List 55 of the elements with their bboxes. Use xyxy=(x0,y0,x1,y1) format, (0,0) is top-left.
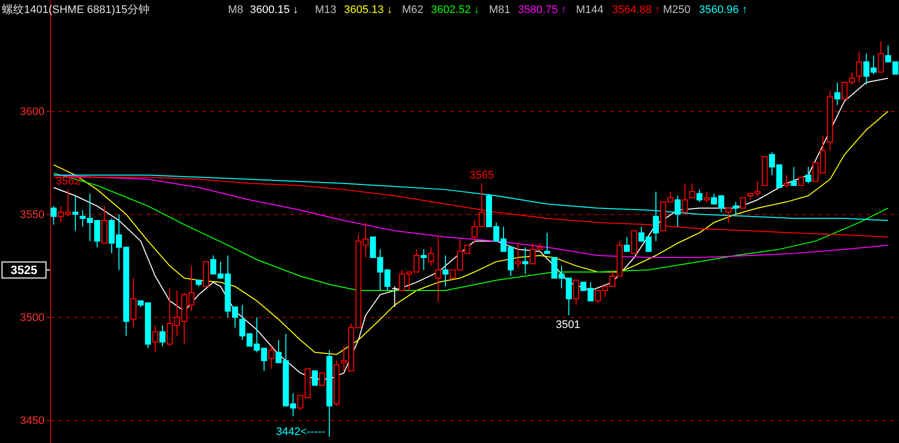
candlestick xyxy=(790,166,797,186)
annotation: 3442<----- xyxy=(276,426,326,438)
y-tick-label: 3450 xyxy=(20,414,44,427)
candlestick xyxy=(319,372,326,386)
text: 3525 xyxy=(10,263,38,277)
candlestick xyxy=(515,242,522,268)
annotation: M13 xyxy=(315,4,336,16)
annotation: 3605.13 ↓ xyxy=(344,4,392,16)
candlestick xyxy=(522,246,528,275)
candlestick xyxy=(784,174,790,188)
candlestick xyxy=(805,166,812,184)
candlestick xyxy=(152,325,158,353)
candlestick xyxy=(573,280,580,306)
candlestick xyxy=(834,82,840,106)
y-tick-label: 3500 xyxy=(20,312,44,324)
candlestick xyxy=(544,232,550,254)
candlestick xyxy=(878,40,884,73)
candlestick xyxy=(130,278,136,328)
annotation: 3560.96 ↑ xyxy=(699,4,748,16)
candlestick xyxy=(624,236,630,252)
candlestick xyxy=(856,51,862,83)
line-series xyxy=(53,78,889,380)
candlestick xyxy=(704,191,710,202)
candlestick xyxy=(312,370,318,386)
candlestick xyxy=(725,208,732,224)
candlestick xyxy=(631,230,638,254)
annotation: M8 xyxy=(228,4,244,16)
annotation: M250 xyxy=(663,4,691,16)
candlestick xyxy=(682,182,688,213)
annotation: 3565 xyxy=(470,169,494,182)
annotation: 3602.52 ↓ xyxy=(431,4,480,16)
annotation: 3564.88 ↑ xyxy=(612,4,660,16)
candlestick xyxy=(420,248,427,270)
annotation: 3580.75 ↑ xyxy=(518,4,566,16)
candlestick xyxy=(392,286,398,308)
annotation: 3600.15 ↓ xyxy=(250,4,298,16)
candlestick xyxy=(72,195,78,232)
line-series xyxy=(53,110,889,355)
annotation: M81 xyxy=(489,4,510,16)
annotation: M62 xyxy=(402,4,424,16)
candlestick xyxy=(732,201,739,215)
candlestick xyxy=(428,246,434,266)
line-series xyxy=(53,172,889,292)
candlestick xyxy=(442,255,448,287)
y-tick-label: 3600 xyxy=(20,106,44,118)
candlestick xyxy=(696,189,702,202)
candlestick xyxy=(435,236,442,302)
candlestick xyxy=(740,197,746,209)
candlestick xyxy=(159,325,166,347)
candlestick xyxy=(268,346,274,370)
y-tick-label: 3550 xyxy=(20,208,44,221)
annotation: 3501 xyxy=(556,319,580,331)
annotation: M144 xyxy=(576,4,604,16)
candlestick xyxy=(689,182,696,198)
candlestick xyxy=(101,206,108,244)
